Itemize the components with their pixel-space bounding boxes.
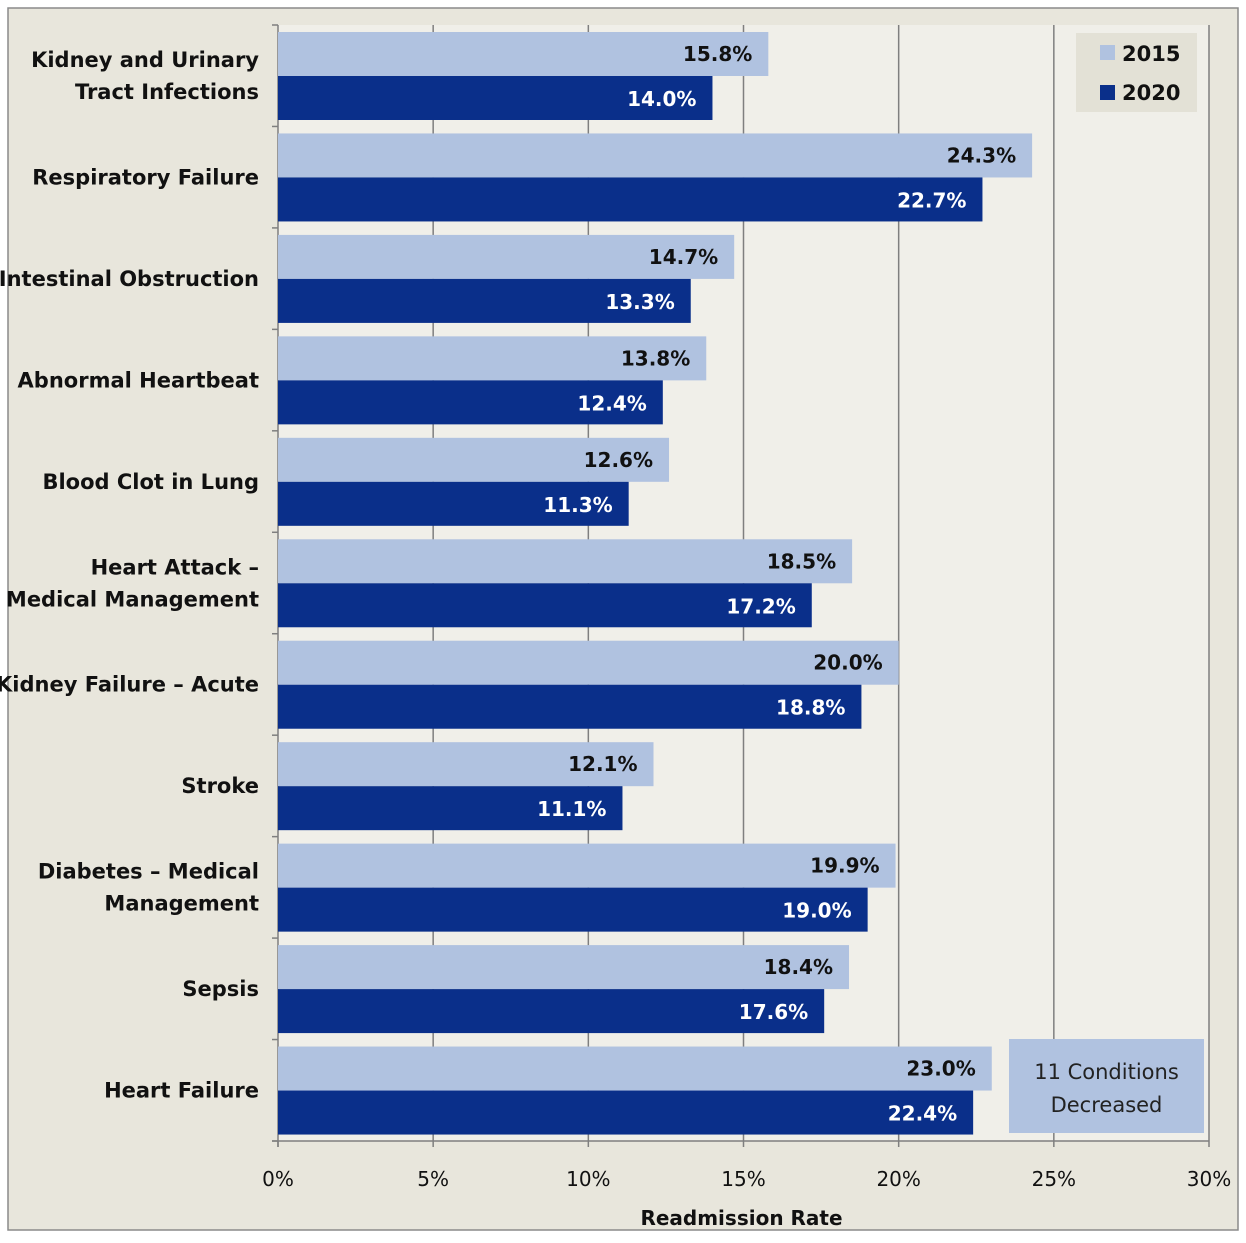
category-label: Blood Clot in Lung [42, 470, 259, 494]
annotation-text: 11 Conditions [1034, 1060, 1179, 1084]
category-label: Kidney and Urinary Tract Infections [31, 48, 259, 104]
data-label-2020: 11.3% [543, 493, 612, 517]
data-label-2020: 13.3% [605, 290, 674, 314]
bar-2015 [278, 843, 896, 888]
bar-2015 [278, 539, 853, 584]
legend-label-2015: 2015 [1122, 42, 1180, 66]
bar-2020 [278, 989, 825, 1034]
category-label: Kidney Failure – Acute [0, 673, 259, 697]
category-label-line: Blood Clot in Lung [42, 470, 259, 494]
category-label-line: Heart Attack – [91, 555, 259, 579]
data-label-2020: 19.0% [782, 899, 851, 923]
annotation-box [1009, 1039, 1204, 1133]
bar-2015 [278, 234, 735, 279]
x-tick-label: 15% [721, 1167, 765, 1191]
category-label-line: Medical Management [6, 587, 259, 611]
annotation: 11 Conditions Decreased [1009, 1039, 1204, 1133]
data-label-2020: 22.4% [888, 1102, 957, 1126]
data-label-2015: 23.0% [906, 1057, 975, 1081]
bar-2015 [278, 32, 769, 76]
bar-2020 [278, 481, 629, 526]
category-label-line: Respiratory Failure [32, 165, 259, 189]
data-label-2015: 24.3% [947, 143, 1016, 167]
x-tick-label: 25% [1032, 1167, 1076, 1191]
category-label-line: Management [104, 892, 259, 916]
category-label: Respiratory Failure [32, 165, 259, 189]
category-label-line: Heart Failure [104, 1079, 259, 1103]
data-label-2015: 19.9% [810, 854, 879, 878]
bar-2020 [278, 583, 812, 628]
category-label: Heart Failure [104, 1079, 259, 1103]
bar-2020 [278, 1090, 974, 1135]
data-label-2020: 14.0% [627, 87, 696, 111]
category-label-line: Abnormal Heartbeat [18, 368, 259, 392]
data-label-2015: 13.8% [621, 346, 690, 370]
x-axis-title: Readmission Rate [640, 1206, 842, 1230]
legend-swatch-2020 [1100, 85, 1115, 100]
x-tick-label: 30% [1187, 1167, 1231, 1191]
category-label-line: Intestinal Obstruction [0, 267, 259, 291]
data-label-2015: 18.4% [764, 955, 833, 979]
data-label-2020: 17.6% [739, 1000, 808, 1024]
bar-2015 [278, 945, 850, 990]
legend-swatch-2015 [1100, 45, 1115, 60]
bar-2015 [278, 336, 707, 381]
data-label-2020: 17.2% [726, 594, 795, 618]
data-label-2020: 12.4% [577, 391, 646, 415]
category-label-line: Sepsis [182, 977, 259, 1001]
legend-box [1076, 33, 1197, 112]
bar-2020 [278, 177, 983, 222]
category-label-line: Stroke [181, 774, 259, 798]
data-label-2020: 22.7% [897, 188, 966, 212]
bar-2015 [278, 437, 670, 482]
category-label-line: Kidney and Urinary [31, 48, 259, 72]
category-label: Sepsis [182, 977, 259, 1001]
x-tick-label: 5% [417, 1167, 449, 1191]
bar-2020 [278, 76, 713, 120]
legend: 2015 2020 [1076, 33, 1197, 112]
bar-2020 [278, 887, 868, 932]
data-label-2020: 18.8% [776, 696, 845, 720]
x-tick-label: 20% [876, 1167, 920, 1191]
bar-2015 [278, 742, 654, 787]
x-tick-label: 0% [262, 1167, 294, 1191]
data-label-2015: 14.7% [649, 245, 718, 269]
bar-2020 [278, 684, 862, 729]
category-label: Diabetes – Medical Management [38, 860, 259, 916]
category-label-line: Diabetes – Medical [38, 860, 259, 884]
annotation-text: Decreased [1051, 1093, 1163, 1117]
data-label-2020: 11.1% [537, 797, 606, 821]
x-tick-label: 10% [566, 1167, 610, 1191]
bar-2020 [278, 786, 623, 831]
category-label-line: Kidney Failure – Acute [0, 673, 259, 697]
category-label-line: Tract Infections [75, 80, 259, 104]
bar-2015 [278, 133, 1033, 178]
category-label: Abnormal Heartbeat [18, 368, 259, 392]
data-label-2015: 20.0% [813, 651, 882, 675]
data-label-2015: 12.6% [584, 448, 653, 472]
category-label: Heart Attack – Medical Management [6, 555, 259, 611]
category-label: Stroke [181, 774, 259, 798]
bar-2015 [278, 640, 899, 685]
bar-2015 [278, 1046, 992, 1091]
category-label: Intestinal Obstruction [0, 267, 259, 291]
data-label-2015: 18.5% [767, 549, 836, 573]
data-label-2015: 12.1% [568, 752, 637, 776]
bar-2020 [278, 278, 691, 323]
legend-label-2020: 2020 [1122, 81, 1180, 105]
bar-2020 [278, 380, 663, 425]
data-label-2015: 15.8% [683, 42, 752, 66]
